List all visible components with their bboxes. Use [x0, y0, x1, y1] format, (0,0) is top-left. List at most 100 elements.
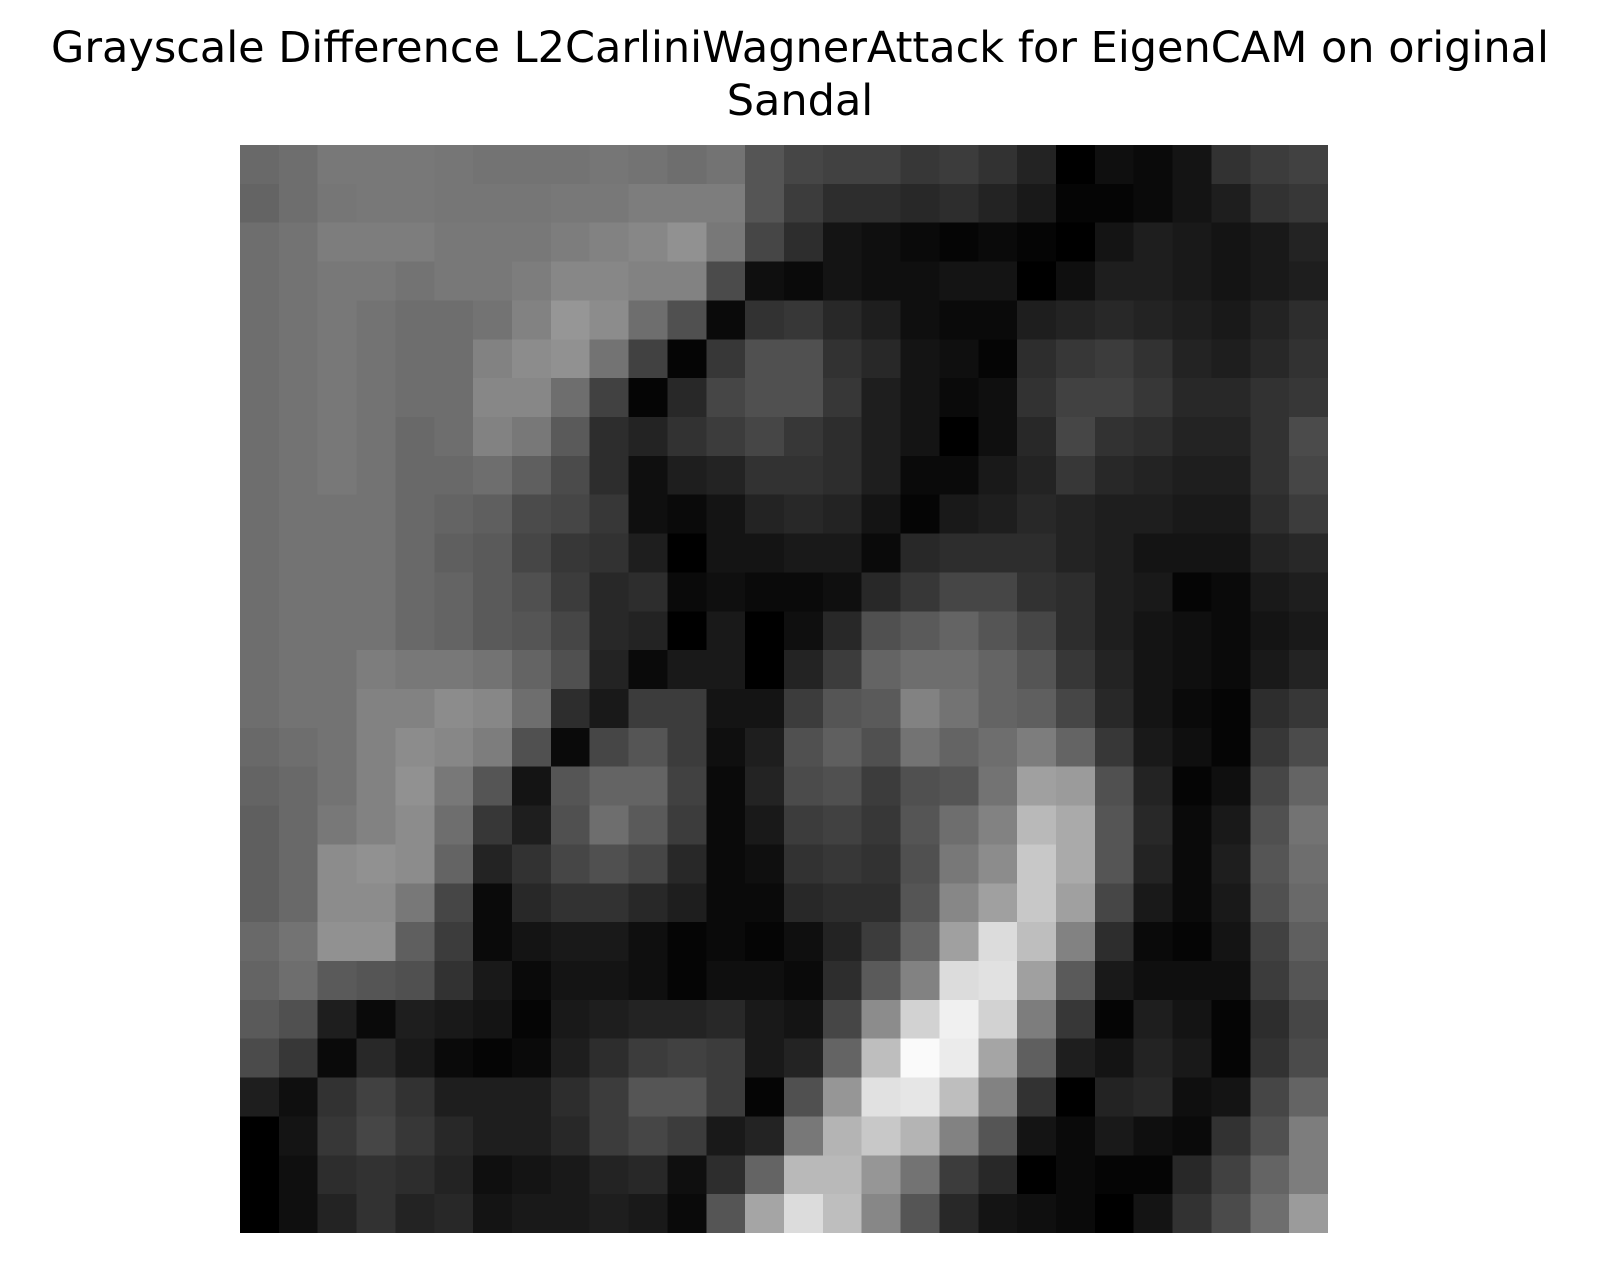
- cell: [745, 1194, 785, 1233]
- cell: [706, 378, 746, 418]
- cell: [278, 961, 319, 1001]
- cell: [1056, 1194, 1096, 1233]
- cell: [1056, 650, 1096, 690]
- cell: [1094, 611, 1135, 651]
- cell: [1056, 883, 1096, 923]
- cell: [512, 261, 552, 301]
- cell: [706, 300, 746, 340]
- cell: [240, 611, 280, 651]
- cell: [900, 183, 940, 224]
- cell: [1133, 844, 1174, 884]
- cell: [1094, 378, 1135, 418]
- cell: [356, 1038, 396, 1079]
- cell: [1133, 805, 1174, 845]
- cell: [512, 222, 552, 263]
- cell: [1289, 1038, 1328, 1079]
- cell: [356, 533, 396, 573]
- cell: [1056, 455, 1096, 496]
- cell: [861, 339, 902, 379]
- cell: [434, 339, 474, 379]
- cell: [784, 883, 824, 923]
- cell: [861, 883, 902, 923]
- cell: [745, 572, 785, 612]
- cell: [784, 300, 824, 340]
- cell: [1017, 572, 1057, 612]
- cell: [395, 883, 435, 923]
- cell: [589, 300, 630, 340]
- cell: [1017, 844, 1057, 884]
- cell: [784, 145, 824, 185]
- cell: [978, 572, 1018, 612]
- cell: [1017, 261, 1057, 301]
- cell: [317, 222, 358, 263]
- cell: [628, 261, 668, 301]
- cell: [395, 455, 435, 496]
- cell: [667, 494, 707, 535]
- cell: [1289, 650, 1328, 690]
- cell: [861, 922, 902, 962]
- cell: [822, 183, 863, 224]
- cell: [434, 650, 474, 690]
- cell: [861, 261, 902, 301]
- cell: [978, 183, 1018, 224]
- cell: [1289, 145, 1328, 185]
- cell: [784, 533, 824, 573]
- cell: [1056, 611, 1096, 651]
- cell: [395, 300, 435, 340]
- cell: [278, 494, 319, 535]
- cell: [356, 650, 396, 690]
- cell: [1289, 222, 1328, 263]
- cell: [1094, 1194, 1135, 1233]
- cell: [395, 1038, 435, 1079]
- cell: [1094, 339, 1135, 379]
- cell: [706, 261, 746, 301]
- cell: [473, 805, 513, 845]
- cell: [1172, 961, 1212, 1001]
- cell: [1133, 961, 1174, 1001]
- cell: [628, 727, 668, 768]
- cell: [473, 494, 513, 535]
- cell: [317, 650, 358, 690]
- cell: [861, 1038, 902, 1079]
- cell: [745, 611, 785, 651]
- cell: [240, 339, 280, 379]
- cell: [512, 1038, 552, 1079]
- cell: [745, 883, 785, 923]
- cell: [1172, 1038, 1212, 1079]
- cell: [512, 1155, 552, 1195]
- cell: [900, 1077, 940, 1117]
- cell: [240, 727, 280, 768]
- cell: [1172, 533, 1212, 573]
- cell: [473, 300, 513, 340]
- cell: [784, 261, 824, 301]
- cell: [1133, 572, 1174, 612]
- cell: [1289, 183, 1328, 224]
- cell: [1133, 611, 1174, 651]
- cell: [628, 417, 668, 457]
- cell: [1289, 727, 1328, 768]
- cell: [317, 533, 358, 573]
- cell: [900, 883, 940, 923]
- cell: [240, 883, 280, 923]
- cell: [978, 766, 1018, 807]
- cell: [589, 1077, 630, 1117]
- cell: [512, 1194, 552, 1233]
- cell: [745, 766, 785, 807]
- cell: [628, 961, 668, 1001]
- cell: [550, 961, 591, 1001]
- cell: [1250, 1194, 1290, 1233]
- cell: [1017, 1038, 1057, 1079]
- cell: [900, 455, 940, 496]
- cell: [667, 689, 707, 729]
- cell: [1094, 494, 1135, 535]
- cell: [1172, 883, 1212, 923]
- cell: [473, 261, 513, 301]
- cell: [822, 300, 863, 340]
- cell: [978, 533, 1018, 573]
- cell: [434, 766, 474, 807]
- cell: [628, 455, 668, 496]
- cell: [822, 1155, 863, 1195]
- cell: [667, 1116, 707, 1156]
- cell: [939, 183, 979, 224]
